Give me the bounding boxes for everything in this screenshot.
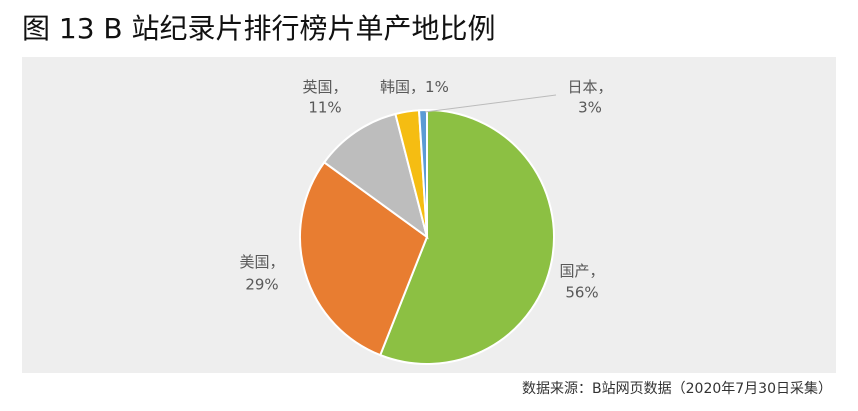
value-label: 11% — [308, 99, 341, 117]
pie-slice — [322, 112, 429, 240]
data-label: 美国， — [239, 253, 284, 271]
label-separator: ， — [598, 78, 613, 96]
label-separator: ， — [590, 262, 605, 280]
pie-slice — [299, 160, 429, 357]
data-label: 英国， — [302, 78, 347, 96]
value-label: 29% — [245, 276, 278, 294]
value-label: 56% — [565, 284, 598, 302]
category-name: 美国 — [239, 253, 269, 271]
value-label: 1% — [425, 78, 449, 96]
data-label: 日本， — [567, 78, 612, 96]
source-note: 数据来源：B站网页数据（2020年7月30日采集） — [522, 380, 832, 397]
category-name: 英国 — [302, 78, 332, 96]
chart-title: 图 13 B 站纪录片排行榜片单产地比例 — [22, 12, 496, 45]
value-label: 3% — [578, 99, 602, 117]
category-name: 韩国 — [380, 78, 410, 96]
label-separator: ， — [270, 253, 285, 271]
pie-slice — [417, 108, 428, 238]
leader-line — [424, 94, 557, 113]
label-separator: ， — [410, 78, 425, 96]
category-name: 国产 — [559, 262, 589, 280]
category-name: 日本 — [567, 78, 597, 96]
label-separator: ， — [333, 78, 348, 96]
pie-slice — [378, 108, 555, 365]
data-label: 韩国，1% — [380, 78, 449, 96]
data-label: 国产， — [559, 262, 604, 280]
